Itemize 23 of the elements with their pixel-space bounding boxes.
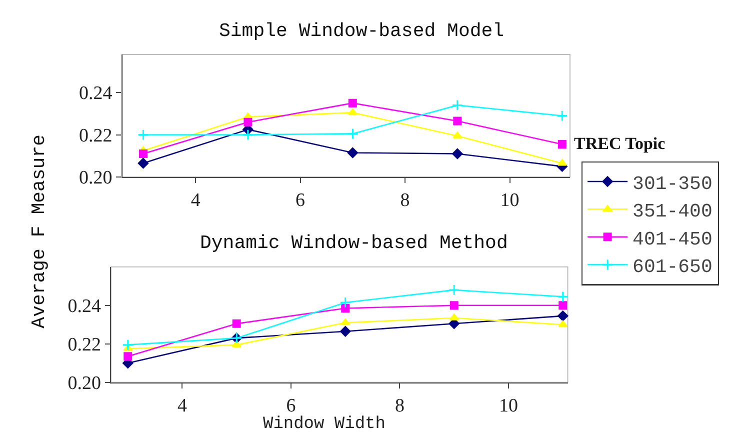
x-tick-label: 6: [296, 190, 306, 211]
x-tick-label: 4: [190, 190, 201, 211]
y-axis-title: Average F Measure: [28, 134, 50, 328]
legend-label: 601-650: [632, 256, 712, 278]
x-tick-label: 4: [177, 395, 188, 416]
x-axis-title: Window Width: [263, 415, 386, 434]
x-tick-label: 8: [400, 190, 410, 211]
x-tick-label: 10: [500, 190, 520, 211]
y-tick-label: 0.22: [68, 334, 102, 356]
y-tick-label: 0.22: [79, 125, 112, 146]
y-tick-label: 0.24: [79, 83, 113, 104]
legend-label: 351-400: [632, 200, 712, 223]
legend-label: 301-350: [632, 172, 712, 195]
x-tick-label: 8: [394, 395, 404, 416]
legend-label: 401-450: [632, 228, 712, 250]
x-tick-label: 6: [286, 395, 296, 416]
y-tick-label: 0.20: [68, 373, 102, 394]
x-tick-label: 10: [498, 395, 518, 416]
y-tick-label: 0.20: [79, 168, 112, 189]
y-tick-label: 0.24: [68, 296, 102, 317]
legend-title: TREC Topic: [574, 134, 666, 153]
chart-title: Dynamic Window-based Method: [200, 232, 508, 254]
chart-title: Simple Window-based Model: [219, 20, 504, 42]
